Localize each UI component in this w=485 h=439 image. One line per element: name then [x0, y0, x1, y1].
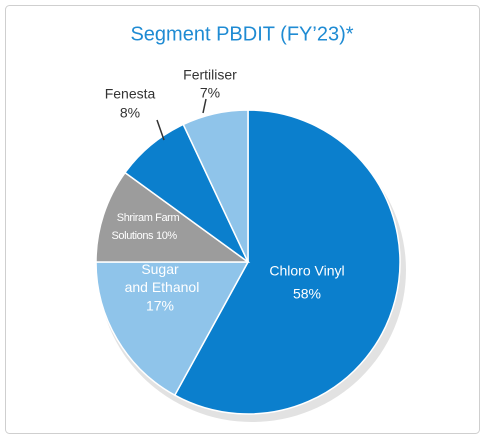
pie-slice [182, 109, 249, 263]
label-line: Solutions [109, 230, 154, 242]
slice-label: Sugar and Ethanol [121, 261, 200, 295]
slice-label: Shriram Farm Solutions [109, 212, 180, 242]
value-label: 8% [120, 105, 140, 121]
pie-slice [173, 109, 401, 415]
chart-title: Segment PBDIT (FY’23)* [130, 23, 353, 45]
label-line: Shriram Farm [117, 212, 180, 224]
value-label: 10% [156, 230, 177, 242]
slice-label: Fenesta [105, 86, 156, 102]
value-label: 17% [146, 298, 174, 314]
leader-line [156, 119, 165, 141]
label-line: Sugar [141, 261, 179, 277]
value-label: 58% [293, 286, 321, 302]
pie-slice [95, 261, 250, 397]
value-label: 7% [200, 85, 220, 101]
label-line: and Ethanol [121, 279, 200, 295]
leader-line [202, 98, 207, 114]
slice-label: Chloro Vinyl [269, 263, 344, 279]
slice-label: Fertiliser [183, 67, 237, 83]
pie-slice [95, 171, 251, 263]
